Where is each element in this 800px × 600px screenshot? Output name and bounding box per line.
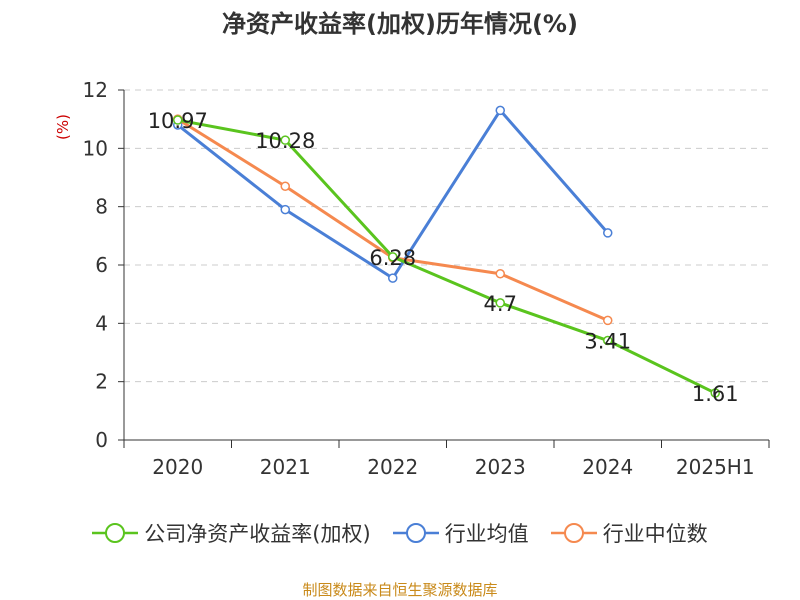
- source-note: 制图数据来自恒生聚源数据库: [302, 581, 498, 599]
- x-tick-label: 2020: [152, 455, 203, 479]
- legend-marker-icon: [92, 523, 139, 543]
- y-tick-label: 10: [83, 136, 108, 160]
- series-line: [176, 117, 609, 322]
- data-point: [603, 228, 613, 238]
- data-point: [388, 252, 398, 262]
- data-point: [173, 115, 183, 125]
- x-tick-label: 2022: [367, 455, 418, 479]
- legend-item[interactable]: 行业均值: [392, 518, 529, 548]
- data-point: [603, 335, 613, 346]
- data-label: 10.97: [148, 109, 208, 133]
- legend-marker-icon: [550, 523, 597, 543]
- x-tick-label: 2021: [260, 455, 311, 479]
- y-tick-label: 0: [95, 428, 108, 452]
- y-tick-label: 6: [95, 253, 108, 277]
- y-tick-label: 8: [95, 195, 108, 219]
- data-label: 6.28: [369, 246, 416, 270]
- data-point: [495, 105, 505, 116]
- y-tick-label: 4: [95, 311, 108, 335]
- series-line: [177, 118, 716, 395]
- y-tick-label: 2: [95, 370, 108, 394]
- data-point: [280, 181, 290, 191]
- data-point: [710, 388, 720, 398]
- data-label: 3.41: [584, 330, 631, 354]
- legend-item[interactable]: 公司净资产收益率(加权): [92, 518, 371, 548]
- data-point: [495, 269, 505, 279]
- legend-label: 行业均值: [444, 522, 529, 546]
- data-point: [388, 273, 398, 283]
- legend-label: 行业中位数: [602, 522, 708, 546]
- legend-item[interactable]: 行业中位数: [550, 518, 708, 548]
- data-point: [603, 315, 613, 326]
- chart-title: 净资产收益率(加权)历年情况(%): [222, 10, 578, 38]
- legend: 公司净资产收益率(加权) 行业均值 行业中位数: [0, 518, 800, 548]
- legend-label: 公司净资产收益率(加权): [144, 522, 371, 546]
- y-axis-label: (%): [54, 114, 72, 140]
- legend-marker-icon: [392, 523, 439, 543]
- x-tick-label: 2024: [582, 455, 633, 479]
- data-point: [280, 204, 290, 215]
- data-label: 1.61: [692, 382, 739, 406]
- y-tick-label: 12: [83, 78, 108, 102]
- data-point: [280, 135, 290, 145]
- data-point: [495, 298, 505, 308]
- data-label: 10.28: [255, 129, 315, 153]
- x-tick-label: 2025H1: [676, 455, 755, 479]
- x-tick-label: 2023: [475, 455, 526, 479]
- data-label: 4.7: [484, 292, 517, 316]
